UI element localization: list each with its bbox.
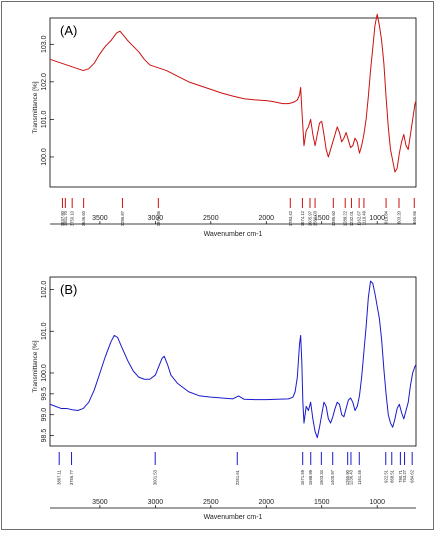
peak-label: 1162.67 <box>357 210 362 225</box>
peak-label: 3646.60 <box>81 210 86 226</box>
plot-area <box>49 276 417 447</box>
panel-b: (B) 98.5 99.0 99.5 100.0 101.0 102.0 Transmitta… <box>32 276 417 521</box>
peak-label: 803.20 <box>397 210 402 223</box>
x-tick-label: 2000 <box>258 499 274 506</box>
panel-label: (B) <box>60 282 77 297</box>
y-tick-label: 103.0 <box>41 35 48 53</box>
x-tick-label: 2000 <box>258 215 274 222</box>
peak-label: 919.84 <box>384 210 389 223</box>
x-axis-label: Wavenumber cm-1 <box>204 514 263 521</box>
peak-label: 1503.34 <box>319 469 324 485</box>
x-tick-label: 3500 <box>92 215 108 222</box>
x-tick-label: 3500 <box>92 499 108 506</box>
peak-label: 1598.99 <box>308 469 313 485</box>
y-tick-label: 102.0 <box>41 281 48 299</box>
peak-label: 868.51 <box>389 469 394 482</box>
x-tick-label: 3000 <box>148 499 164 506</box>
spectrum-line <box>49 280 417 439</box>
x-tick-label: 2500 <box>203 499 219 506</box>
y-tick-label: 98.5 <box>41 429 48 443</box>
peak-label: 3867.11 <box>57 469 62 484</box>
y-tick-label: 101.0 <box>41 322 48 340</box>
peak-label: 665.66 <box>412 210 417 223</box>
y-tick-label: 101.0 <box>41 111 48 129</box>
peak-label: 790.71 <box>398 469 403 482</box>
x-tick-label: 1500 <box>314 499 330 506</box>
peak-label: 1232.01 <box>349 210 354 226</box>
peak-label: 2973.36 <box>156 210 161 226</box>
peak-label: 1674.12 <box>300 210 305 226</box>
peak-label: 3837.90 <box>60 210 65 226</box>
y-tick-label: 100.0 <box>41 364 48 382</box>
spectrum-line <box>49 13 417 173</box>
panel-label: (A) <box>60 23 77 38</box>
y-tick-label: 99.5 <box>41 387 48 401</box>
x-tick-label: 3000 <box>148 215 164 222</box>
peak-label: 1671.59 <box>300 469 305 485</box>
peak-label: 1605.97 <box>307 210 312 226</box>
peak-label: 3750.10 <box>70 210 75 226</box>
peak-label: 1395.60 <box>331 210 336 226</box>
y-axis-label: Transmittance [%] <box>32 340 39 392</box>
peak-label: 3296.87 <box>120 210 125 226</box>
peak-label: 2261.61 <box>235 469 240 485</box>
peak-label: 1560.03 <box>313 210 318 226</box>
x-tick-label: 1000 <box>369 499 385 506</box>
peak-label: 3811.70 <box>63 210 68 225</box>
y-axis-label: Transmittance [%] <box>32 81 39 133</box>
x-tick-label: 1000 <box>369 215 385 222</box>
peak-label: 1119.49 <box>361 210 366 225</box>
peak-label: 1783.42 <box>288 210 293 226</box>
peak-label: 1288.22 <box>343 210 348 226</box>
peak-label: 922.51 <box>383 469 388 482</box>
y-tick-label: 102.0 <box>41 73 48 91</box>
peak-label: 1400.97 <box>330 469 335 485</box>
x-axis-label: Wavenumber cm-1 <box>204 231 263 238</box>
x-tick-label: 1500 <box>314 215 330 222</box>
peak-label: 3755.77 <box>69 469 74 485</box>
panel-a: (A) 100.0 101.0 102.0 103.0 Transmittance [%]… <box>32 13 417 238</box>
peak-label: 684.62 <box>410 469 415 482</box>
peak-label: 753.27 <box>402 469 407 482</box>
peak-label: 3001.53 <box>153 469 158 485</box>
y-tick-label: 100.0 <box>41 148 48 166</box>
peak-label: 1265.90 <box>345 469 350 485</box>
y-tick-label: 99.0 <box>41 408 48 422</box>
peak-label: 1236.43 <box>348 469 353 485</box>
peak-label: 1161.46 <box>357 469 362 484</box>
x-tick-label: 2500 <box>203 215 219 222</box>
plot-area <box>49 17 417 188</box>
